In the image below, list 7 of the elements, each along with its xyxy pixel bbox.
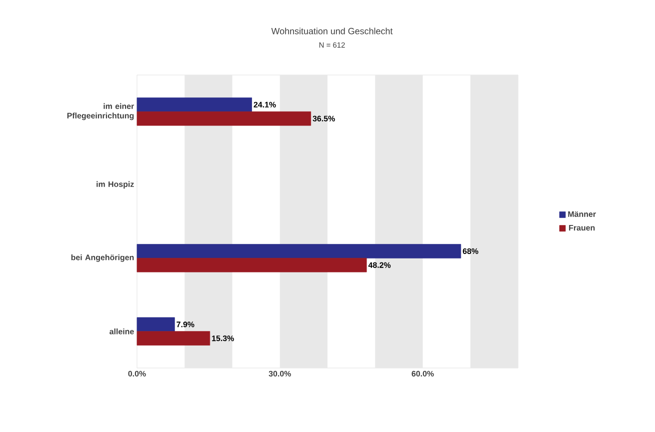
bar	[136, 317, 175, 332]
bar	[136, 244, 462, 258]
bar	[136, 98, 252, 112]
bar	[136, 331, 210, 346]
chart-title: Wohnsituation und Geschlecht	[271, 28, 393, 34]
bar	[136, 258, 367, 272]
bar	[136, 111, 312, 126]
